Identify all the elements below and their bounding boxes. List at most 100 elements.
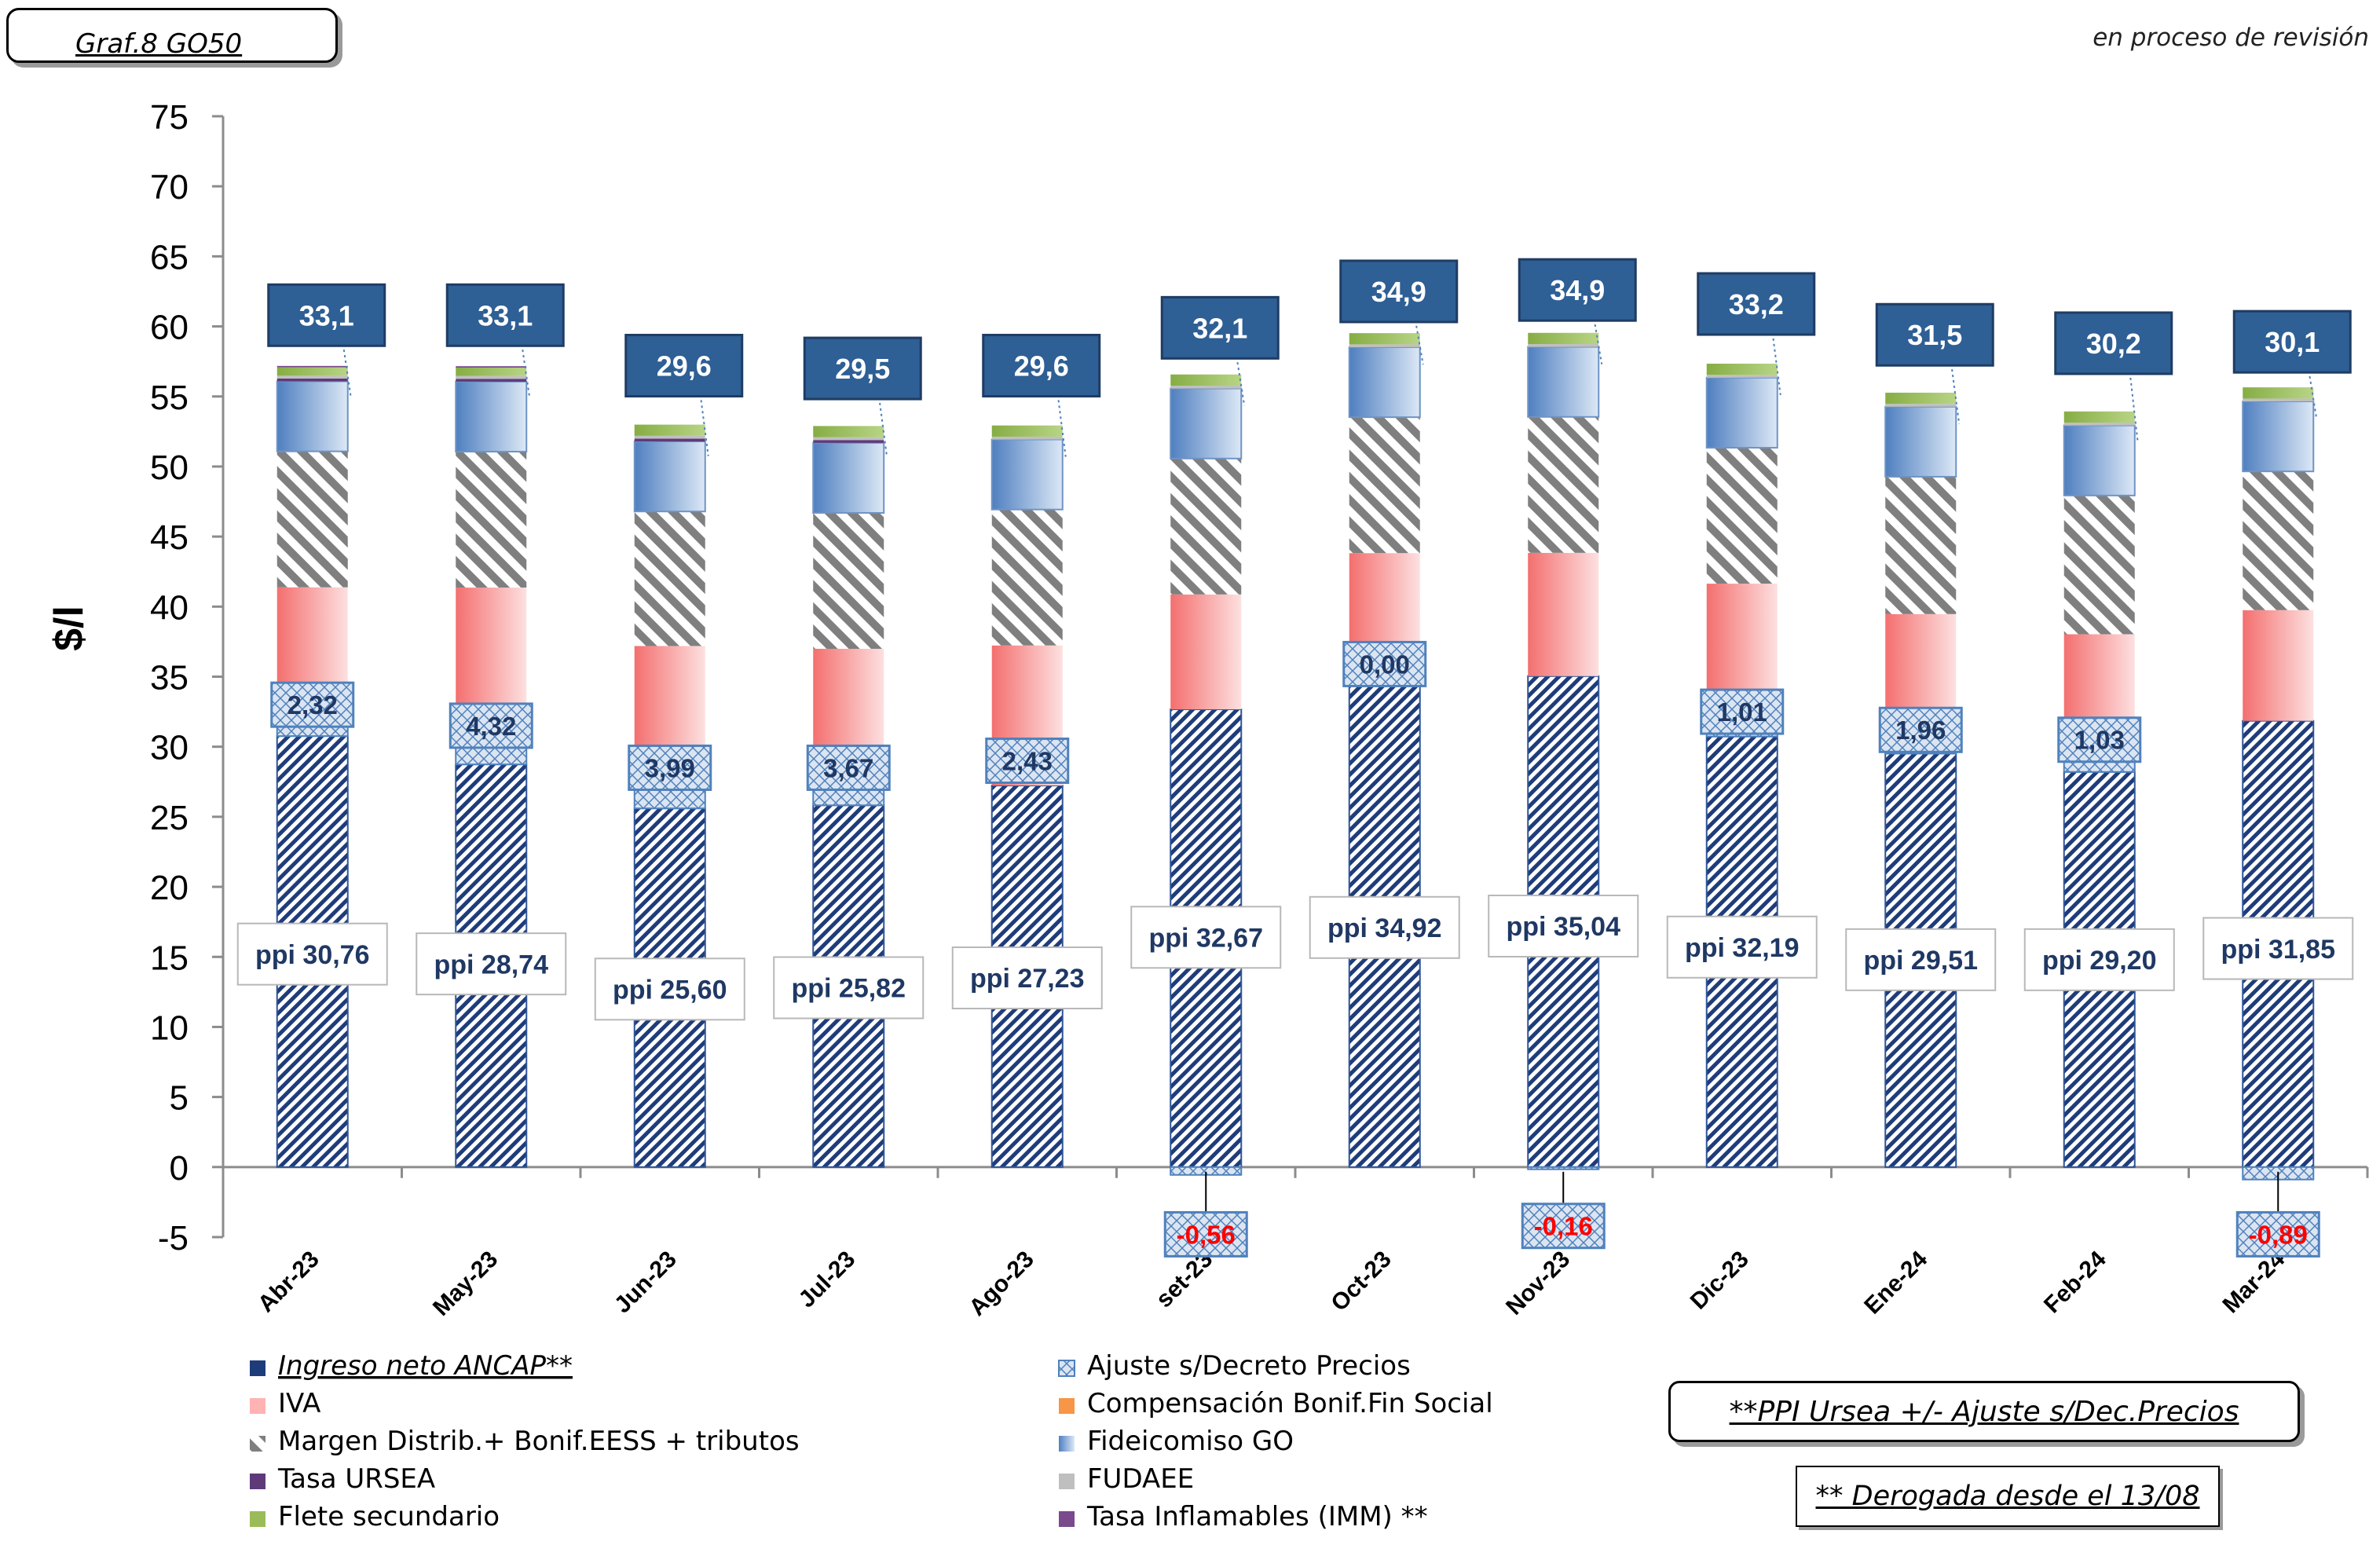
ajuste-label-box (449, 702, 533, 749)
legend-item: Ingreso neto ANCAP** (250, 1350, 573, 1382)
bar-segment (456, 588, 527, 705)
bar-segment (456, 452, 527, 588)
chart-title: Graf.8 GO50 (75, 28, 243, 60)
ajuste-label-box (1700, 688, 1785, 735)
legend-swatch (1059, 1436, 1075, 1452)
legend-swatch (250, 1360, 265, 1376)
total-label-box (624, 334, 744, 398)
ppi-label: ppi 29,51 (1845, 928, 1997, 991)
ajuste-label-box (628, 744, 712, 791)
ppi-label-text: ppi 28,74 (434, 950, 548, 979)
legend-item: Tasa Inflamables (IMM) ** (1059, 1501, 1428, 1532)
x-tick-label: Nov-23 (1501, 1247, 1575, 1320)
bar-segment (1349, 344, 1420, 347)
bar-segment (2063, 423, 2135, 426)
ajuste-label-text: 3,67 (823, 753, 873, 782)
ppi-label-text: ppi 35,04 (1506, 912, 1620, 942)
bar-segment (813, 437, 884, 441)
total-leader-line (877, 391, 888, 458)
ajuste-label-box (270, 681, 355, 728)
total-label-text: 34,9 (1371, 276, 1426, 308)
bar-segment (276, 378, 348, 382)
ajuste-label-text: -0,56 (1177, 1220, 1236, 1249)
total-label-box (1339, 259, 1459, 324)
x-tick-label: May-23 (428, 1247, 503, 1321)
legend-swatch (250, 1436, 265, 1452)
total-leader-line (1950, 358, 1961, 425)
total-leader-line (2307, 365, 2318, 419)
ppi-label-box (1845, 928, 1997, 991)
bar-segment (1528, 552, 1599, 676)
y-tick-label: 35 (150, 659, 189, 697)
ppi-label-box (951, 946, 1103, 1010)
bar-segment (633, 441, 706, 513)
total-label-text: 30,1 (2265, 326, 2320, 358)
bar-segment (1528, 416, 1599, 553)
total-label-box (803, 336, 922, 401)
bar-segment (991, 509, 1063, 646)
total-label: 29,5 (803, 336, 922, 401)
y-tick-label: 40 (150, 588, 189, 627)
bar-segment (991, 425, 1063, 437)
legend-item: IVA (250, 1388, 320, 1419)
bar-segment (813, 649, 884, 754)
derogada-note-box: ** Derogada desde el 13/08 (1796, 1466, 2220, 1527)
x-tick-label: Abr-23 (253, 1247, 324, 1318)
ajuste-label-text: -0,16 (1534, 1212, 1593, 1241)
ajuste-label: 2,32 (270, 681, 355, 728)
total-label-text: 29,6 (1014, 350, 1069, 382)
legend-label: Flete secundario (278, 1501, 500, 1532)
legend-swatch (1059, 1398, 1075, 1414)
bar-segment (1170, 594, 1242, 710)
ppi-label: ppi 35,04 (1488, 895, 1639, 958)
bar-segment (1885, 392, 1957, 405)
ppi-label-box (1309, 895, 1460, 959)
total-label-box (2232, 309, 2352, 374)
bar-segment (276, 375, 348, 379)
x-tick-label: Oct-23 (1326, 1247, 1396, 1316)
total-label-text: 29,5 (835, 353, 890, 385)
total-leader-line (698, 389, 709, 456)
legend-item: Compensación Bonif.Fin Social (1059, 1388, 1493, 1419)
total-label-box (2054, 311, 2173, 375)
ppi-label-text: ppi 29,20 (2042, 946, 2157, 976)
ajuste-label: 3,99 (628, 744, 712, 791)
y-tick-label: 50 (150, 448, 189, 487)
bar-segment (634, 511, 705, 646)
ppi-label-text: ppi 31,85 (2221, 935, 2335, 965)
ppi-label: ppi 34,92 (1309, 895, 1460, 959)
bar-segment (813, 512, 884, 650)
bar-segment (2063, 411, 2135, 423)
bar-segment (1170, 386, 1242, 389)
total-label-text: 33,1 (478, 299, 533, 331)
bar-segment (1884, 405, 1957, 478)
ajuste-label: -0,16 (1521, 1203, 1606, 1250)
bar-segment (1528, 332, 1599, 345)
x-tick-label: Feb-24 (2039, 1246, 2111, 1318)
bar-segment (634, 438, 705, 442)
total-leader-line (1235, 351, 1246, 406)
ajuste-label: 1,01 (1700, 688, 1785, 735)
y-tick-label: 45 (150, 518, 189, 557)
bar-segment (1170, 374, 1242, 386)
ajuste-label-text: 0,00 (1360, 650, 1410, 679)
bar-segment (1527, 346, 1600, 418)
bar-segment (276, 367, 348, 376)
bar-segment (990, 438, 1064, 511)
ppi-label-text: ppi 27,23 (970, 964, 1085, 994)
ppi-label-box (594, 957, 745, 1021)
x-tick-label: Dic-23 (1686, 1247, 1754, 1315)
y-tick-label: 15 (150, 939, 189, 977)
total-label: 29,6 (982, 334, 1101, 398)
chart-title-box (6, 8, 338, 63)
total-label-box (1875, 302, 1994, 367)
legend-swatch (1059, 1511, 1075, 1527)
legend-swatch (1058, 1360, 1075, 1377)
bar-segment (276, 451, 348, 588)
ajuste-label-box (1521, 1203, 1606, 1250)
ajuste-label: 1,03 (2057, 716, 2142, 763)
ajuste-label-text: 3,99 (645, 753, 695, 782)
y-tick-label: 75 (150, 98, 189, 137)
total-label-box (445, 283, 565, 347)
ajuste-label: -0,89 (2235, 1210, 2320, 1258)
